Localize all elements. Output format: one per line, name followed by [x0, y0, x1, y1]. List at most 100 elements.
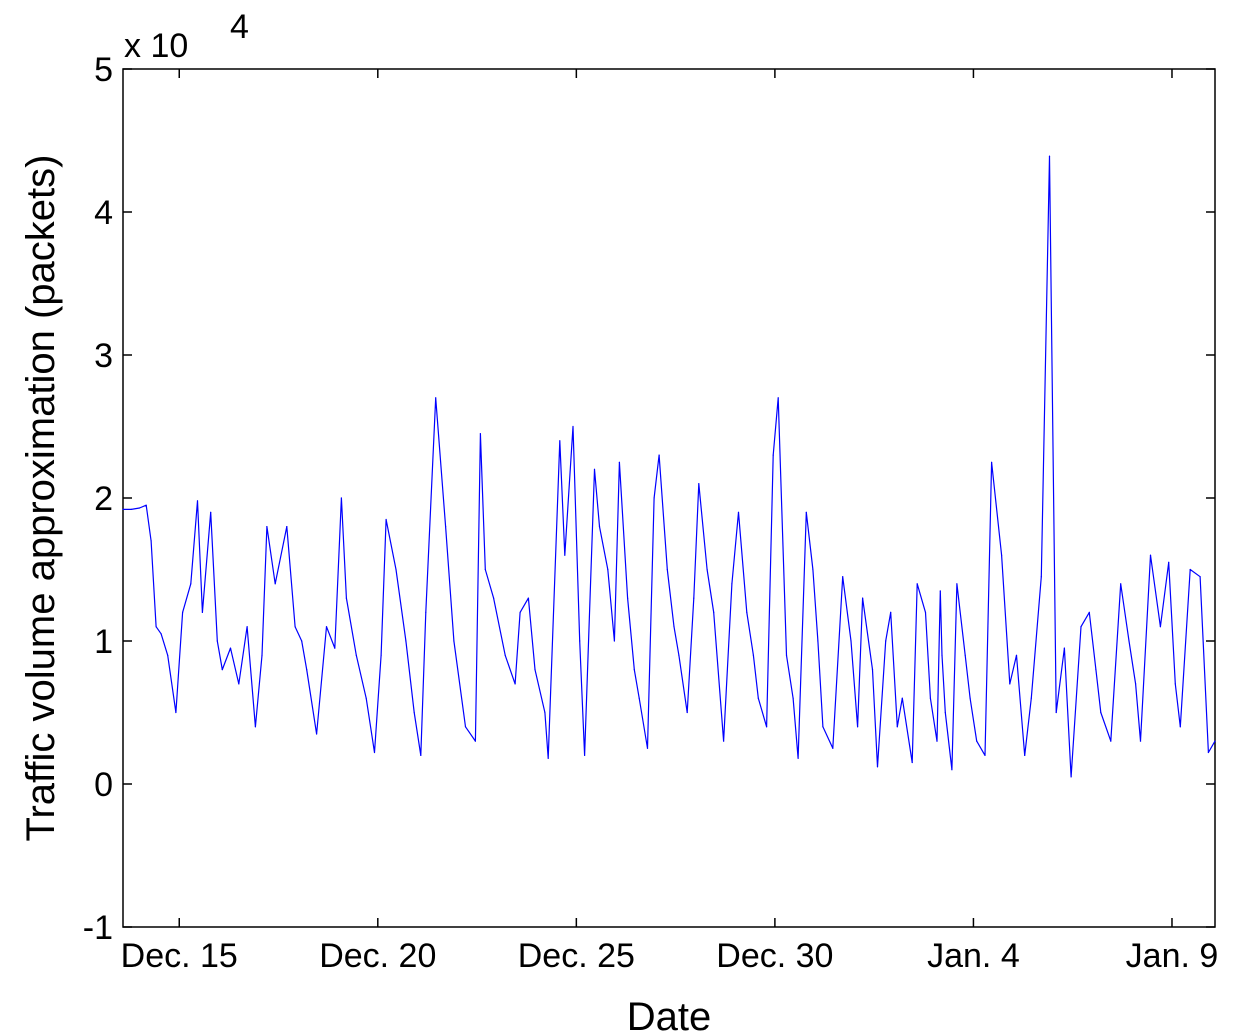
- data-point: [493, 597, 495, 599]
- data-point: [435, 397, 437, 399]
- plot-area: [122, 68, 1216, 928]
- data-point: [527, 597, 530, 599]
- data-point: [155, 626, 157, 628]
- data-point: [380, 654, 382, 656]
- data-point: [706, 568, 708, 571]
- data-point: [221, 669, 223, 671]
- data-point: [453, 640, 455, 642]
- data-point: [658, 454, 660, 456]
- data-point: [951, 769, 953, 771]
- data-point: [210, 511, 212, 513]
- data-point: [723, 740, 725, 742]
- data-point: [1139, 740, 1142, 742]
- data-point: [145, 504, 147, 506]
- series-points: [122, 155, 1216, 778]
- data-point: [976, 740, 978, 742]
- data-point: [138, 507, 141, 509]
- data-point: [871, 669, 874, 671]
- y-exponent-base: x 10: [124, 27, 188, 65]
- y-tick-label: 3: [94, 337, 113, 375]
- data-point: [666, 568, 668, 571]
- data-point: [306, 669, 308, 671]
- data-point: [693, 597, 695, 599]
- data-point: [890, 611, 892, 614]
- x-tick-label: Jan. 4: [927, 937, 1020, 975]
- data-point: [627, 597, 629, 599]
- data-point: [911, 761, 913, 764]
- data-point: [812, 568, 814, 571]
- data-point: [464, 726, 467, 728]
- data-point: [944, 711, 946, 714]
- data-point: [757, 697, 759, 699]
- data-point: [737, 511, 740, 513]
- data-point: [850, 640, 852, 642]
- data-point: [936, 740, 938, 742]
- data-point: [713, 611, 715, 614]
- data-point: [842, 576, 844, 578]
- x-axis-ticks: Dec. 15 Dec. 20 Dec. 25 Dec. 30 Jan. 4 Jan. 9: [121, 69, 1218, 975]
- y-tick-label: 4: [94, 194, 113, 232]
- y-tick-label: -1: [83, 909, 113, 947]
- data-point: [941, 654, 943, 656]
- data-point: [1095, 669, 1097, 671]
- data-point: [274, 583, 276, 585]
- data-point: [857, 726, 859, 728]
- data-point: [196, 500, 199, 502]
- data-point: [294, 626, 296, 628]
- data-point: [345, 597, 347, 599]
- y-axis-label: Traffic volume approximation (packets): [19, 155, 63, 842]
- data-point: [686, 711, 688, 714]
- data-point: [593, 468, 596, 470]
- data-point: [547, 757, 549, 759]
- data-point: [334, 647, 336, 649]
- data-point: [1080, 626, 1082, 628]
- data-point: [519, 611, 521, 614]
- data-point: [731, 583, 733, 585]
- data-point: [216, 640, 218, 642]
- data-point: [413, 711, 415, 714]
- data-point: [607, 568, 609, 571]
- data-point: [246, 626, 248, 628]
- data-point: [1001, 554, 1003, 556]
- y-tick-label: 1: [94, 623, 113, 661]
- x-tick-label: Dec. 30: [716, 937, 833, 975]
- data-point: [1189, 568, 1191, 571]
- data-point: [1207, 751, 1209, 754]
- data-point: [969, 697, 971, 699]
- data-point: [916, 583, 918, 585]
- data-point: [1055, 711, 1057, 714]
- data-point: [479, 433, 481, 435]
- data-point: [373, 751, 376, 754]
- data-point: [1168, 561, 1170, 564]
- data-point: [766, 726, 768, 728]
- data-point: [752, 654, 755, 656]
- data-point: [405, 640, 407, 642]
- data-point: [340, 497, 342, 499]
- data-point: [484, 568, 486, 571]
- y-tick-label: 0: [94, 766, 113, 804]
- y-tick-label: 2: [94, 480, 113, 518]
- data-point: [646, 747, 649, 749]
- data-point: [1149, 554, 1152, 556]
- data-point: [698, 483, 700, 485]
- data-point: [425, 611, 427, 614]
- data-point: [1199, 576, 1201, 578]
- data-point: [1070, 776, 1072, 778]
- data-point: [638, 697, 640, 699]
- y-axis-ticks: -1 0 1 2 3 4 5: [83, 51, 1215, 947]
- data-point: [633, 669, 635, 671]
- data-point: [792, 697, 794, 699]
- data-point: [1015, 654, 1018, 656]
- x-tick-label: Dec. 25: [518, 937, 635, 975]
- data-point: [1009, 683, 1011, 685]
- data-point: [474, 740, 476, 742]
- data-point: [534, 669, 536, 671]
- data-point: [1135, 683, 1137, 685]
- data-point: [1024, 754, 1026, 757]
- data-point: [559, 440, 561, 442]
- data-point: [924, 611, 927, 614]
- data-point: [876, 766, 879, 768]
- data-point: [254, 726, 256, 728]
- data-point: [991, 461, 993, 463]
